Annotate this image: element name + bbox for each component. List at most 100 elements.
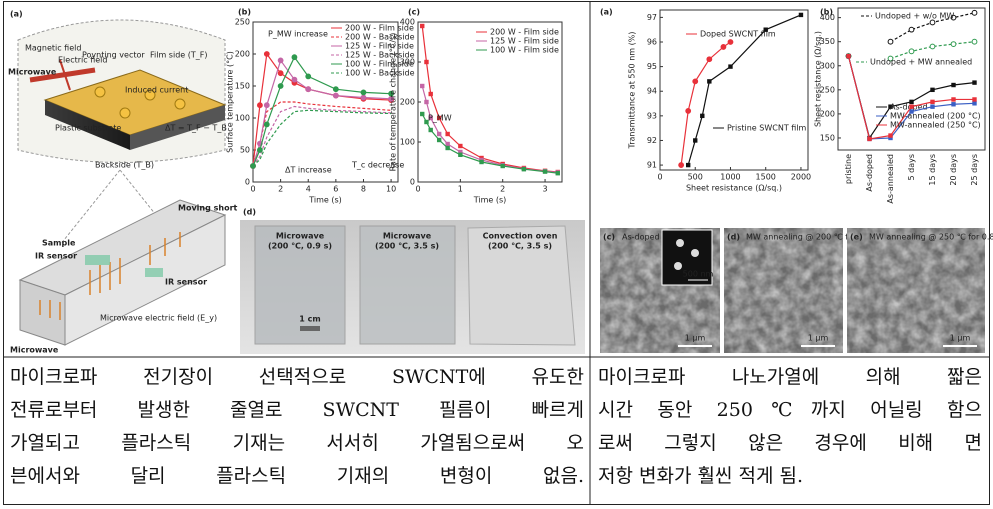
marker bbox=[291, 76, 298, 83]
y-tick-label: 150 bbox=[235, 82, 250, 91]
marker bbox=[909, 109, 914, 114]
y-axis-label: Rate of temperature change (°C/s) bbox=[389, 33, 398, 172]
legend-label: 125 W - Backside bbox=[345, 51, 415, 60]
marker bbox=[332, 86, 339, 93]
diagram-text: ΔT = T_F − T_B bbox=[165, 124, 227, 133]
x-tick-label: 20 days bbox=[949, 154, 958, 186]
table-border bbox=[3, 1, 990, 505]
y-tick-label: 250 bbox=[235, 18, 250, 27]
marker bbox=[887, 38, 894, 45]
sensor bbox=[145, 268, 163, 277]
series-line bbox=[421, 113, 558, 174]
panel-label: (c) bbox=[603, 233, 615, 242]
sample-title: Microwave bbox=[383, 232, 432, 241]
glass bbox=[359, 225, 456, 345]
marker bbox=[685, 108, 692, 114]
marker bbox=[846, 53, 851, 59]
sample-title: Microwave bbox=[276, 232, 325, 241]
annotation: P_MW bbox=[428, 114, 452, 123]
sample-condition: (200 ℃, 3.5 s) bbox=[488, 242, 552, 251]
annotation: ΔT increase bbox=[285, 166, 332, 175]
marker bbox=[727, 39, 734, 45]
marker bbox=[445, 131, 450, 137]
diagram-text: Sample bbox=[42, 239, 76, 248]
micrograph-caption: As-doped bbox=[622, 233, 660, 242]
marker bbox=[424, 59, 429, 65]
marker bbox=[909, 99, 914, 105]
scale-label: 500 nm bbox=[683, 270, 714, 279]
marker bbox=[428, 127, 433, 133]
marker bbox=[707, 79, 712, 84]
x-tick-label: pristine bbox=[844, 154, 853, 184]
marker bbox=[693, 138, 698, 143]
marker bbox=[950, 14, 957, 21]
x-axis-label: Sheet resistance (Ω/sq.) bbox=[686, 184, 782, 193]
y-tick-label: 200 bbox=[235, 50, 250, 59]
scale-label: 1 μm bbox=[808, 334, 829, 343]
diagram: (a) Magnetic field Microwave Electric fi… bbox=[8, 10, 238, 355]
marker bbox=[908, 48, 915, 55]
arrow bbox=[59, 59, 71, 91]
micrograph-texture bbox=[724, 228, 843, 353]
text-cell: 마이크로파 전기장이 선택적으로 SWCNT에 유도한 전류로부터 발생한 줄열… bbox=[10, 361, 584, 493]
marker bbox=[305, 86, 312, 93]
marker bbox=[951, 97, 956, 102]
marker bbox=[929, 43, 936, 50]
y-tick-label: 350 bbox=[820, 37, 835, 46]
x-tick-label: 1 bbox=[458, 185, 463, 194]
legend-label: 200 W - Film side bbox=[345, 24, 414, 33]
y-tick-label: 92 bbox=[647, 136, 657, 145]
sample-title: Convection oven bbox=[483, 232, 558, 241]
y-tick-label: 93 bbox=[647, 111, 657, 120]
text-line: 시간 동안 250℃까지 어닐링 함으 bbox=[598, 399, 982, 421]
legend-label: Undoped + MW annealed bbox=[870, 58, 972, 67]
marker bbox=[420, 23, 425, 29]
diagram-text: Induced current bbox=[125, 86, 188, 95]
diagram-text: IR sensor bbox=[35, 252, 77, 261]
marker bbox=[436, 137, 442, 143]
x-tick-label: 8 bbox=[361, 185, 366, 194]
x-tick-label: 2 bbox=[500, 185, 505, 194]
panel-label: (d) bbox=[727, 233, 740, 242]
marker bbox=[277, 57, 284, 64]
y-tick-label: 91 bbox=[647, 161, 657, 170]
x-tick-label: 4 bbox=[306, 185, 311, 194]
x-tick-label: 0 bbox=[415, 185, 420, 194]
marker bbox=[424, 119, 429, 125]
chart: (b) 150 200 250 300 350 400 pristine As-doped As-… bbox=[814, 7, 986, 204]
marker bbox=[951, 102, 956, 107]
text-line: 전류로부터 발생한 줄열로 SWCNT 필름이 빠르게 bbox=[10, 399, 584, 421]
x-tick-label: 3 bbox=[543, 185, 548, 194]
marker bbox=[424, 99, 429, 105]
glass bbox=[254, 225, 346, 345]
marker bbox=[692, 78, 699, 85]
marker bbox=[685, 162, 691, 168]
marker bbox=[458, 149, 463, 155]
marker bbox=[305, 73, 312, 80]
legend-label: 100 W - Backside bbox=[345, 69, 415, 78]
marker bbox=[678, 162, 685, 168]
diagram-text: Microwave electric field (E_y) bbox=[100, 314, 217, 323]
y-axis-label: Surface temperature (°C) bbox=[226, 51, 235, 153]
chart: (c) 0 100 200 300 400 0 1 2 3 Time (s) Rate of temp… bbox=[389, 8, 563, 205]
annotation: P_MW increase bbox=[268, 30, 328, 39]
marker bbox=[950, 41, 957, 48]
y-tick-label: 200 bbox=[400, 98, 415, 107]
series-line bbox=[252, 101, 392, 167]
scale-bar bbox=[300, 326, 320, 331]
scale-label: 1 μm bbox=[950, 334, 971, 343]
particle bbox=[674, 262, 682, 270]
panel-label: (a) bbox=[600, 8, 613, 17]
y-tick-label: 250 bbox=[820, 85, 835, 94]
y-tick-label: 94 bbox=[647, 87, 657, 96]
marker bbox=[263, 121, 270, 128]
marker bbox=[542, 169, 548, 174]
y-tick-label: 100 bbox=[235, 114, 250, 123]
y-tick-label: 400 bbox=[400, 18, 415, 27]
series-line bbox=[252, 105, 392, 167]
panel-label: (e) bbox=[850, 233, 863, 242]
y-tick-label: 96 bbox=[647, 38, 657, 47]
marker bbox=[971, 9, 978, 16]
diagram-text: Magnetic field bbox=[25, 44, 81, 53]
marker bbox=[728, 64, 733, 69]
